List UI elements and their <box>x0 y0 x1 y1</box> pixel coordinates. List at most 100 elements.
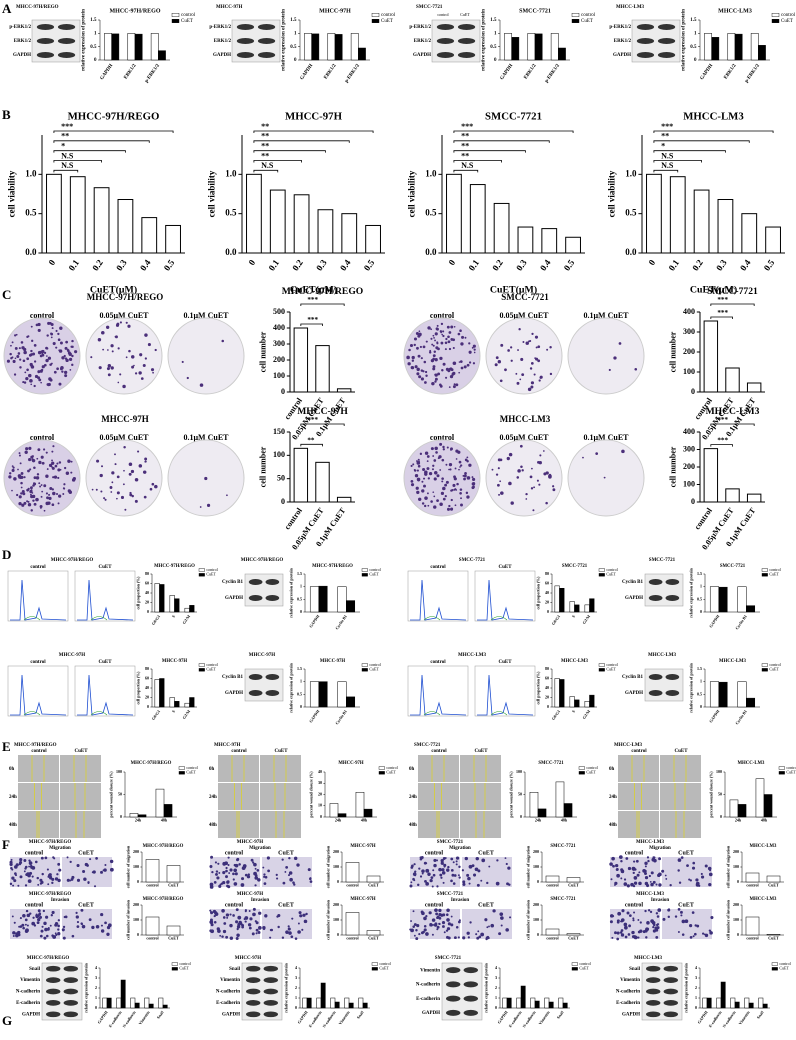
blot-band <box>648 579 663 585</box>
x-tick-label: control <box>746 936 759 941</box>
sig-label: ** <box>261 132 269 141</box>
y-tick-label: 0 <box>547 609 549 614</box>
colony <box>48 496 52 500</box>
cell-dot <box>626 911 630 915</box>
cell-dot <box>446 918 450 922</box>
colony <box>430 359 435 363</box>
colony <box>537 359 541 363</box>
flow-histogram <box>7 665 69 717</box>
cell-dot <box>424 879 427 883</box>
colony <box>424 370 428 374</box>
sig-label: N.S <box>61 161 74 170</box>
y-axis-label: percent wound closure (%) <box>309 771 314 818</box>
y-tick-label: 200 <box>683 347 695 356</box>
colony <box>460 503 463 507</box>
cell-dot <box>677 858 682 862</box>
plate-label: control <box>430 311 455 320</box>
colony <box>30 493 32 496</box>
colony <box>62 493 65 495</box>
colony <box>432 464 435 467</box>
cell-dot <box>27 879 32 884</box>
colony <box>67 351 71 355</box>
cell-dot <box>32 916 35 919</box>
colony <box>428 471 433 476</box>
colony <box>441 458 445 462</box>
blot-band <box>57 52 76 58</box>
colony <box>409 343 414 348</box>
x-tick-label: 24h <box>135 818 142 823</box>
bar <box>727 33 736 61</box>
cell-dot <box>628 924 631 928</box>
cell-dot <box>25 928 29 933</box>
colony <box>508 481 512 485</box>
cell-dot <box>57 862 61 866</box>
plate-label: 0.05μM CuET <box>100 311 150 320</box>
wound-image <box>218 783 259 810</box>
bar <box>346 696 356 708</box>
colony <box>465 491 469 495</box>
bar <box>703 320 719 393</box>
bar <box>758 45 766 61</box>
legend-swatch <box>361 568 368 572</box>
sig-label: ** <box>461 151 469 160</box>
colony <box>420 369 424 372</box>
transwell-title: MHCC-97H <box>237 840 263 845</box>
legend-label: control <box>386 765 398 770</box>
bar <box>550 33 559 61</box>
colony <box>434 471 438 475</box>
cell-dot <box>410 920 413 923</box>
cell-dot <box>19 917 22 920</box>
colony <box>115 323 120 327</box>
band-label: p-ERK1/2 <box>609 25 631 30</box>
transwell-label: CuET <box>678 850 694 856</box>
cell-dot <box>633 911 636 914</box>
colony <box>117 347 120 350</box>
cell-dot <box>612 864 615 868</box>
legend-swatch <box>598 573 605 577</box>
cell-dot <box>250 858 254 862</box>
cell-dot <box>45 915 49 919</box>
cell-dot <box>210 923 214 927</box>
y-tick-label: 50 <box>118 791 122 796</box>
bar <box>545 928 560 936</box>
colony <box>499 379 503 383</box>
x-tick-label: GAPDH <box>696 1009 709 1024</box>
cell-dot <box>23 870 26 873</box>
colony <box>549 346 552 349</box>
colony <box>508 452 513 457</box>
colony <box>59 341 63 345</box>
x-tick-label: p-ERK1/2 <box>344 63 361 84</box>
cell-dot <box>458 865 461 869</box>
colony <box>41 461 45 465</box>
cell-dot <box>236 927 239 931</box>
bar <box>558 997 564 1009</box>
colony <box>433 350 437 353</box>
legend-label: CuET <box>369 572 379 577</box>
colony <box>28 458 32 462</box>
colony <box>416 460 418 462</box>
blot-band <box>46 977 61 983</box>
y-tick-label: 2 <box>295 985 297 990</box>
bar <box>711 37 720 61</box>
x-tick-label: GAPDH <box>96 1009 109 1024</box>
cell-dot <box>232 914 235 917</box>
y-axis-label: cell number of migration <box>326 845 331 888</box>
cell-dot <box>647 859 650 863</box>
colony <box>50 336 53 339</box>
y-axis-label: relative expression of protein <box>689 568 694 618</box>
assay-label: Invasion <box>251 898 270 903</box>
colony <box>530 362 534 365</box>
cell-dot <box>222 871 226 875</box>
colony <box>417 464 421 468</box>
cell-dot <box>625 857 629 860</box>
cell-dot <box>109 867 114 872</box>
x-tick-label: 0.3 <box>314 257 329 272</box>
colony-plate <box>167 317 245 395</box>
x-tick-label: CuET <box>568 883 579 888</box>
cell-dot <box>488 865 491 868</box>
cell-dot <box>103 868 107 872</box>
colony <box>120 495 125 500</box>
y-tick-label: 0 <box>120 814 122 819</box>
cell-dot <box>619 931 623 934</box>
bar <box>544 997 550 1009</box>
